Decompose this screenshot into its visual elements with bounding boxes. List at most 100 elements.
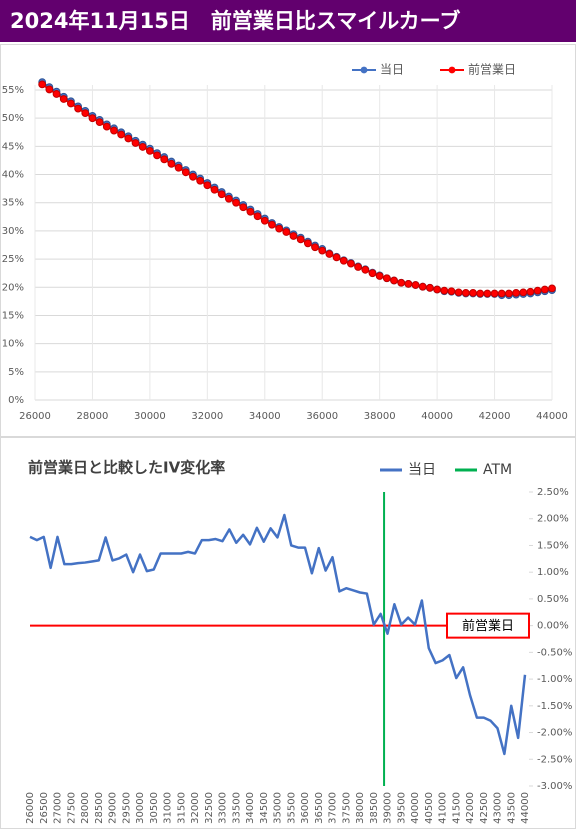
data-point	[138, 143, 147, 151]
data-point	[447, 287, 456, 296]
y-tick-label: 55%	[2, 85, 24, 96]
data-point	[497, 289, 506, 298]
data-point	[260, 216, 269, 225]
data-point	[246, 207, 255, 216]
data-point	[382, 274, 391, 283]
y-tick-label: -0.50%	[537, 647, 572, 658]
data-point	[404, 279, 413, 288]
data-point	[124, 134, 133, 143]
data-point	[454, 288, 463, 297]
legend-label: 前営業日	[468, 62, 516, 77]
data-point	[347, 259, 355, 268]
data-point	[81, 109, 90, 118]
x-tick-label: 39000	[383, 792, 394, 824]
x-tick-label: 32000	[190, 792, 201, 824]
y-tick-label: -2.50%	[537, 754, 572, 765]
x-tick-label: 33500	[231, 792, 242, 824]
data-point	[519, 288, 528, 297]
legend-label: 当日	[408, 462, 436, 478]
data-point	[368, 269, 377, 278]
x-tick-label: 35000	[273, 792, 284, 824]
data-point	[318, 246, 327, 255]
y-tick-label: 25%	[2, 254, 24, 265]
reference-label: 前営業日	[462, 618, 514, 634]
y-tick-label: 0.00%	[537, 621, 569, 632]
data-point	[95, 118, 104, 127]
header-bar	[0, 0, 576, 42]
x-tick-label: 27000	[53, 792, 64, 824]
x-tick-label: 40000	[410, 792, 421, 824]
x-tick-label: 44000	[536, 411, 568, 422]
y-tick-label: 1.50%	[537, 540, 569, 551]
x-tick-label: 38000	[364, 411, 396, 422]
y-tick-label: 45%	[2, 141, 24, 152]
y-tick-label: -1.50%	[537, 701, 572, 712]
reference-label-box	[446, 612, 530, 639]
x-tick-label: 28000	[77, 411, 109, 422]
x-tick-label: 41500	[451, 792, 462, 824]
data-point	[74, 104, 82, 113]
y-tick-label: 30%	[2, 226, 24, 237]
data-point	[476, 289, 485, 298]
x-tick-label: 30000	[135, 792, 146, 824]
x-tick-label: 34000	[249, 411, 281, 422]
data-point	[533, 286, 542, 295]
data-point	[289, 232, 298, 240]
data-point	[110, 126, 118, 135]
y-tick-label: -3.00%	[537, 781, 572, 792]
data-point	[325, 250, 334, 258]
x-tick-label: 31000	[163, 792, 174, 824]
data-point	[253, 212, 262, 221]
data-point	[232, 198, 240, 207]
x-tick-label: 31500	[176, 792, 187, 824]
data-point	[275, 224, 284, 233]
x-tick-label: 42500	[479, 792, 490, 824]
data-point	[296, 235, 305, 244]
data-point	[102, 122, 111, 131]
y-tick-label: -1.00%	[537, 674, 572, 685]
x-tick-label: 42000	[479, 411, 511, 422]
data-point	[38, 80, 47, 89]
x-tick-label: 38500	[369, 792, 380, 824]
x-tick-label: 37500	[341, 792, 352, 824]
x-tick-label: 38000	[355, 792, 366, 824]
data-point	[167, 159, 176, 168]
data-point	[145, 146, 154, 155]
y-tick-label: 2.50%	[537, 487, 569, 498]
y-tick-label: 35%	[2, 198, 24, 209]
data-point	[390, 276, 398, 285]
x-tick-label: 30000	[134, 411, 166, 422]
x-tick-label: 26000	[25, 792, 36, 824]
x-tick-label: 39500	[396, 792, 407, 824]
y-tick-label: 40%	[2, 170, 24, 181]
y-tick-label: 50%	[2, 113, 24, 124]
x-tick-label: 43500	[506, 792, 517, 824]
x-tick-label: 42000	[465, 792, 476, 824]
x-tick-label: 29500	[121, 792, 132, 824]
data-point	[45, 85, 54, 94]
data-point	[418, 282, 427, 291]
data-point	[268, 220, 276, 229]
data-point	[354, 263, 363, 271]
data-point	[540, 285, 549, 294]
x-tick-label: 32000	[191, 411, 223, 422]
x-tick-label: 40000	[421, 411, 453, 422]
series-line	[41, 81, 553, 297]
data-point	[469, 289, 477, 297]
legend-marker	[360, 66, 368, 74]
y-tick-label: 1.00%	[537, 567, 569, 578]
x-tick-label: 35500	[286, 792, 297, 824]
y-tick-label: 15%	[2, 310, 24, 321]
data-point	[548, 284, 556, 293]
x-tick-label: 36500	[314, 792, 325, 824]
x-tick-label: 34000	[245, 792, 256, 824]
data-point	[67, 99, 75, 108]
x-tick-label: 29000	[108, 792, 119, 824]
data-point	[181, 168, 190, 177]
x-tick-label: 26500	[39, 792, 50, 824]
data-point	[160, 155, 169, 164]
data-point	[375, 272, 384, 280]
data-point	[433, 285, 442, 294]
x-tick-label: 36000	[300, 792, 311, 824]
